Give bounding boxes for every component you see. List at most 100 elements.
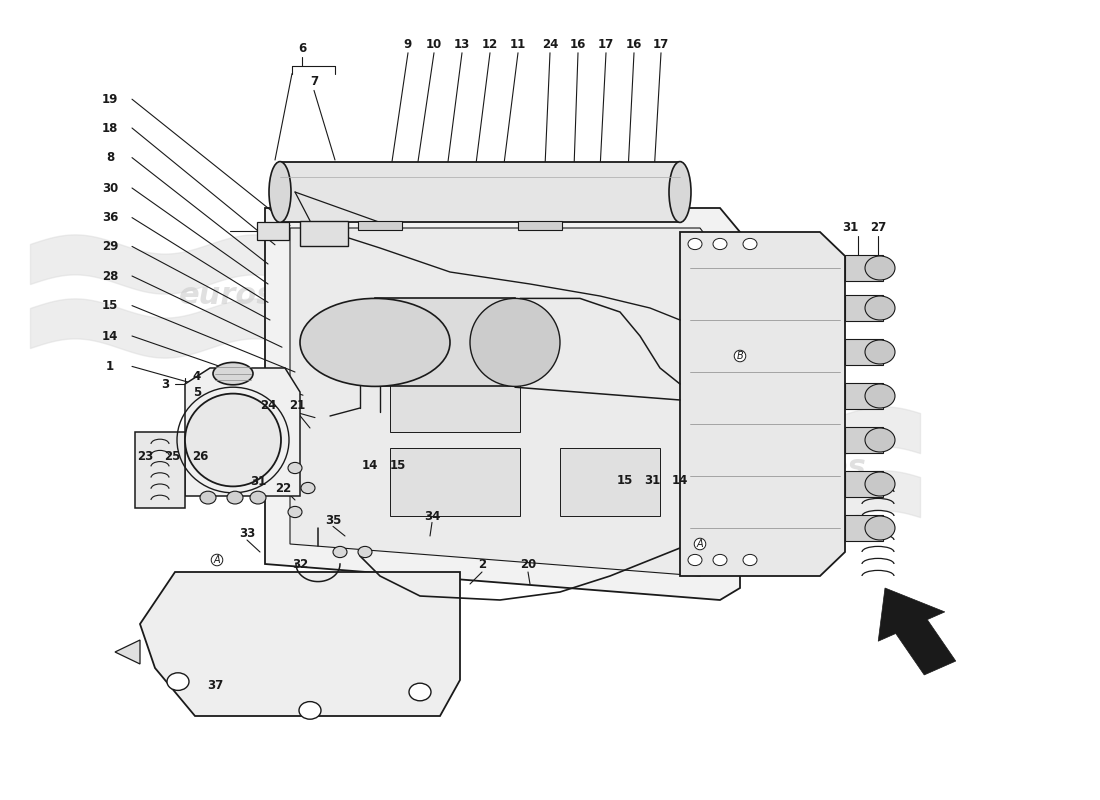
Text: 29: 29 [102,240,118,253]
Polygon shape [116,640,140,664]
Bar [280,162,680,222]
Text: 31: 31 [842,221,858,234]
Ellipse shape [865,472,895,496]
Polygon shape [185,368,300,496]
Ellipse shape [865,516,895,540]
Circle shape [742,554,757,566]
Text: 15: 15 [617,474,634,486]
Text: 5: 5 [192,386,201,398]
Ellipse shape [300,298,450,386]
Ellipse shape [865,296,895,320]
Bar [518,221,562,230]
Text: 31: 31 [250,475,266,488]
Ellipse shape [470,298,560,386]
Circle shape [250,491,266,504]
Bar [845,515,883,541]
Text: A: A [696,539,703,549]
Ellipse shape [669,162,691,222]
Ellipse shape [213,362,253,385]
Text: 20: 20 [520,558,536,570]
Text: 14: 14 [362,459,378,472]
Text: 35: 35 [324,514,341,526]
Circle shape [288,506,302,518]
Circle shape [200,491,216,504]
Text: 16: 16 [570,38,586,51]
Circle shape [167,673,189,690]
Ellipse shape [865,340,895,364]
Circle shape [688,238,702,250]
Text: 33: 33 [239,527,255,540]
Text: 26: 26 [191,450,208,462]
Text: 19: 19 [102,93,118,106]
Bar [358,221,402,230]
Circle shape [299,702,321,719]
Ellipse shape [270,162,292,222]
Circle shape [288,462,302,474]
Text: 21: 21 [289,399,305,412]
Text: 14: 14 [672,474,689,486]
Text: 37: 37 [207,679,223,692]
Text: 17: 17 [653,38,669,51]
Bar [845,427,883,453]
Polygon shape [878,588,956,675]
Polygon shape [680,232,845,576]
Bar [300,221,348,246]
Polygon shape [265,208,740,600]
Text: 11: 11 [510,38,526,51]
Text: 8: 8 [106,151,114,164]
Text: 31: 31 [644,474,660,486]
Text: 30: 30 [102,182,118,194]
Polygon shape [375,298,515,386]
Text: 16: 16 [626,38,642,51]
Circle shape [333,546,346,558]
Text: 15: 15 [389,459,406,472]
Text: 7: 7 [310,75,318,88]
Text: 34: 34 [424,510,440,522]
Circle shape [409,683,431,701]
Bar [845,383,883,409]
Circle shape [713,554,727,566]
Circle shape [301,482,315,494]
Polygon shape [290,228,715,576]
Text: eurospares: eurospares [673,454,867,482]
Text: 9: 9 [404,38,412,51]
Text: 22: 22 [275,482,292,494]
Text: 1: 1 [106,360,114,373]
Text: 18: 18 [102,122,118,134]
Text: 4: 4 [192,370,201,382]
Circle shape [742,238,757,250]
Ellipse shape [185,394,280,486]
Text: 24: 24 [260,399,276,412]
Text: 2: 2 [477,558,486,570]
Bar [390,448,520,516]
Circle shape [227,491,243,504]
Text: 25: 25 [164,450,180,462]
Text: 13: 13 [454,38,470,51]
Text: A: A [213,555,220,565]
Bar [390,380,520,432]
Circle shape [358,546,372,558]
Text: 32: 32 [292,558,308,570]
Bar [560,448,660,516]
Text: 3: 3 [161,378,169,390]
Bar [845,255,883,281]
Circle shape [713,238,727,250]
Text: 14: 14 [102,330,118,342]
Text: eurospares: eurospares [178,282,372,310]
Ellipse shape [865,384,895,408]
Polygon shape [140,572,460,716]
Text: 28: 28 [102,270,118,282]
Text: 24: 24 [542,38,558,51]
Text: 10: 10 [426,38,442,51]
Text: B: B [737,351,744,361]
Ellipse shape [865,256,895,280]
Text: 27: 27 [870,221,887,234]
Text: 15: 15 [102,299,118,312]
Bar [845,339,883,365]
Text: 23: 23 [136,450,153,462]
Bar [257,222,289,240]
Text: 36: 36 [102,211,118,224]
Polygon shape [135,432,185,508]
Text: 17: 17 [598,38,614,51]
Bar [845,295,883,321]
